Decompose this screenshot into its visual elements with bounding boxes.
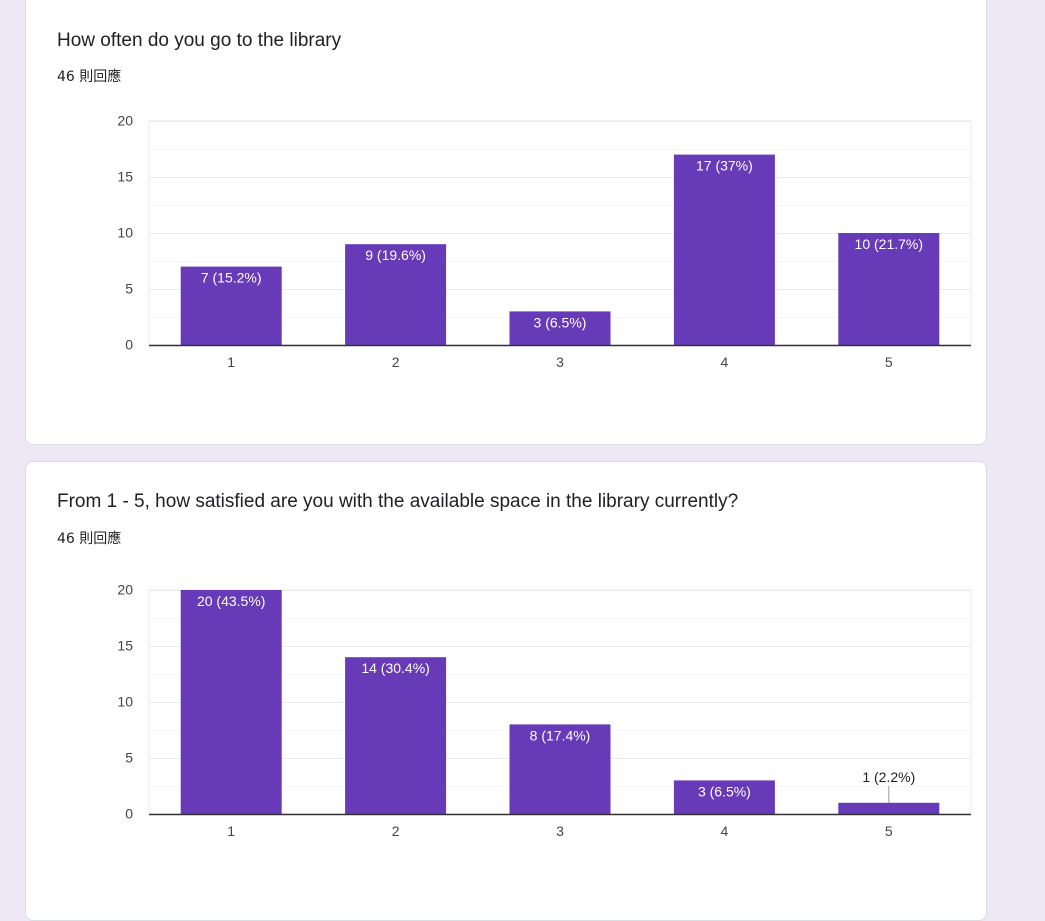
x-tick-label: 4 [721, 823, 729, 839]
x-tick-label: 2 [392, 354, 400, 370]
bar [509, 311, 611, 345]
x-tick-label: 5 [885, 823, 893, 839]
y-tick-label: 10 [117, 694, 133, 710]
data-label: 9 (19.6%) [365, 247, 426, 263]
bar [345, 244, 447, 345]
question-card: How often do you go to the library 46 則回… [25, 0, 987, 445]
y-tick-label: 10 [117, 225, 133, 241]
bar [180, 266, 282, 345]
x-tick-label: 1 [227, 354, 235, 370]
response-count: 46 則回應 [57, 69, 122, 85]
data-label: 1 (2.2%) [862, 769, 915, 785]
y-tick-label: 0 [125, 337, 133, 353]
bar-chart: 0 5 10 15 20 7 (15.2%) 1 9 (19.6%) 2 3 (6.5%) 3 17 … [117, 113, 972, 370]
bar [509, 724, 611, 814]
bar [838, 802, 940, 814]
y-tick-label: 15 [117, 638, 133, 654]
question-title: How often do you go to the library [57, 30, 342, 51]
y-tick-label: 20 [117, 113, 133, 129]
data-label: 8 (17.4%) [530, 727, 591, 743]
question-title: From 1 - 5, how satisfied are you with t… [57, 491, 739, 512]
y-tick-label: 20 [117, 582, 133, 598]
x-tick-label: 4 [721, 354, 729, 370]
bar-chart: 0 5 10 15 20 20 (43.5%) 1 14 (30.4%) 2 8 (17.4%) 3… [117, 582, 972, 839]
bar [345, 657, 447, 814]
x-tick-label: 3 [556, 823, 564, 839]
y-tick-label: 5 [125, 281, 133, 297]
data-label: 3 (6.5%) [534, 314, 587, 330]
bar [838, 233, 940, 345]
bar [673, 154, 775, 345]
x-tick-label: 5 [885, 354, 893, 370]
y-tick-label: 0 [125, 806, 133, 822]
bar [180, 590, 282, 814]
data-label: 17 (37%) [696, 158, 753, 174]
y-tick-label: 15 [117, 169, 133, 185]
data-label: 3 (6.5%) [698, 783, 751, 799]
data-label: 20 (43.5%) [197, 593, 265, 609]
question-card: From 1 - 5, how satisfied are you with t… [25, 461, 987, 921]
data-label: 14 (30.4%) [361, 660, 429, 676]
x-tick-label: 1 [227, 823, 235, 839]
response-count: 46 則回應 [57, 531, 122, 547]
data-label: 10 (21.7%) [855, 236, 923, 252]
x-tick-label: 3 [556, 354, 564, 370]
data-label: 7 (15.2%) [201, 270, 262, 286]
bar [673, 780, 775, 814]
x-tick-label: 2 [392, 823, 400, 839]
y-tick-label: 5 [125, 750, 133, 766]
